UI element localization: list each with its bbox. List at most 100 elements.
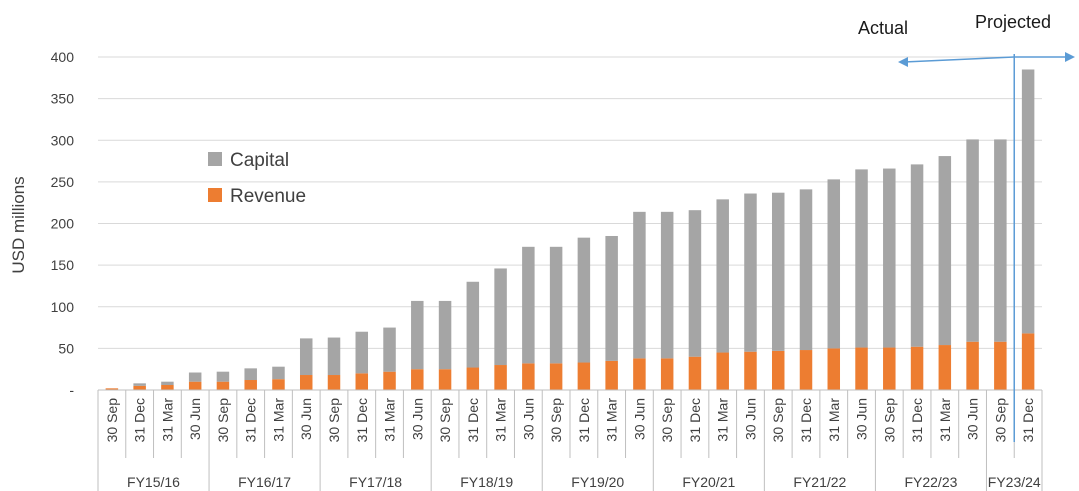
bar-capital xyxy=(133,383,146,386)
bar-revenue xyxy=(327,375,341,390)
bar-revenue xyxy=(716,352,729,390)
bar-revenue xyxy=(522,363,535,390)
x-group-label: FY17/18 xyxy=(349,474,402,490)
bar-revenue xyxy=(688,356,702,390)
bar-capital xyxy=(494,268,507,366)
bar-revenue xyxy=(1021,333,1035,390)
y-tick-label: 50 xyxy=(58,340,74,356)
x-tick-label: 30 Sep xyxy=(992,398,1008,443)
x-tick-label: 30 Sep xyxy=(104,398,120,443)
bar-revenue xyxy=(355,373,369,390)
legend-label-revenue: Revenue xyxy=(230,186,306,207)
x-tick-label: 31 Dec xyxy=(798,398,814,442)
bar-revenue xyxy=(966,341,979,390)
projected-label: Projected xyxy=(975,12,1051,32)
y-tick-label: 150 xyxy=(51,257,75,273)
x-tick-label: 31 Mar xyxy=(382,398,398,442)
x-group-label: FY22/23 xyxy=(904,474,957,490)
y-tick-label: 350 xyxy=(51,91,75,107)
bar-capital xyxy=(244,368,257,381)
legend-swatch-revenue xyxy=(208,188,222,202)
actual-projected-annotation: Actual Projected xyxy=(858,12,1075,442)
bar-revenue xyxy=(744,351,757,390)
x-tick-label: 31 Mar xyxy=(159,398,175,442)
x-tick-label: 31 Dec xyxy=(465,398,481,442)
bar-capital xyxy=(188,372,202,382)
bar-capital xyxy=(411,300,424,370)
projected-arrowhead xyxy=(1065,52,1075,62)
bars xyxy=(105,69,1035,390)
bar-revenue xyxy=(577,362,591,390)
bar-revenue xyxy=(299,375,313,390)
x-tick-label: 31 Dec xyxy=(687,398,703,442)
bar-revenue xyxy=(161,385,174,390)
bar-capital xyxy=(605,235,618,361)
x-tick-label: 31 Dec xyxy=(909,398,925,442)
bar-revenue xyxy=(438,369,452,390)
bar-capital xyxy=(688,210,702,357)
x-group-label: FY18/19 xyxy=(460,474,513,490)
x-tick-label: 31 Dec xyxy=(576,398,592,442)
bar-capital xyxy=(966,139,979,342)
x-tick-label: 30 Jun xyxy=(965,398,981,440)
bar-capital xyxy=(938,156,952,346)
y-axis-label: USD millions xyxy=(9,176,28,273)
bar-capital xyxy=(744,193,757,352)
gridlines xyxy=(98,56,1042,349)
bar-revenue xyxy=(799,350,813,390)
bar-capital xyxy=(855,169,868,348)
bar-revenue xyxy=(188,381,202,390)
x-group-label: FY20/21 xyxy=(682,474,735,490)
bar-capital xyxy=(383,327,396,372)
y-tick-label: 300 xyxy=(51,132,75,148)
bar-revenue xyxy=(411,369,424,390)
actual-arrowhead xyxy=(898,57,908,67)
bar-capital xyxy=(633,211,646,359)
x-tick-label: 31 Dec xyxy=(1020,398,1036,442)
bar-capital xyxy=(161,381,174,386)
bar-revenue xyxy=(660,358,674,390)
bar-revenue xyxy=(938,345,952,390)
bar-capital xyxy=(716,199,729,353)
x-tick-label: 30 Sep xyxy=(659,398,675,443)
bar-revenue xyxy=(244,380,257,390)
y-tick-label: 400 xyxy=(51,49,75,65)
y-tick-label: - xyxy=(69,382,74,398)
x-tick-label: 30 Jun xyxy=(854,398,870,440)
x-tick-label: 31 Dec xyxy=(132,398,148,442)
x-tick-label: 30 Sep xyxy=(326,398,342,443)
bar-capital xyxy=(827,179,841,349)
bar-capital xyxy=(522,246,535,364)
x-tick-label: 30 Jun xyxy=(298,398,314,440)
bar-capital xyxy=(549,246,563,364)
bar-revenue xyxy=(994,341,1007,390)
x-tick-label: 31 Mar xyxy=(493,398,509,442)
bar-revenue xyxy=(549,363,563,390)
actual-arrow-line xyxy=(903,56,1015,63)
x-tick-label: 31 Dec xyxy=(354,398,370,442)
bar-revenue xyxy=(216,381,230,390)
x-tick-label: 30 Sep xyxy=(437,398,453,443)
bar-revenue xyxy=(910,346,924,390)
bar-capital xyxy=(771,192,785,351)
x-tick-label: 30 Jun xyxy=(742,398,758,440)
x-tick-label: 31 Mar xyxy=(715,398,731,442)
x-tick-label: 30 Jun xyxy=(187,398,203,440)
x-tick-label: 30 Jun xyxy=(409,398,425,440)
bar-capital xyxy=(799,189,813,351)
x-tick-label: 30 Sep xyxy=(215,398,231,443)
bar-capital xyxy=(577,237,591,363)
x-tick-label: 30 Jun xyxy=(631,398,647,440)
x-tick-label: 31 Mar xyxy=(270,398,286,442)
legend-label-capital: Capital xyxy=(230,150,289,171)
bar-revenue xyxy=(883,347,896,390)
bar-capital xyxy=(1021,69,1035,334)
bar-revenue xyxy=(494,365,507,390)
y-tick-label: 250 xyxy=(51,174,75,190)
bar-capital xyxy=(438,300,452,370)
legend: Capital Revenue xyxy=(208,150,306,207)
x-tick-label: 30 Jun xyxy=(520,398,536,440)
x-group-label: FY21/22 xyxy=(793,474,846,490)
bar-revenue xyxy=(771,350,785,390)
